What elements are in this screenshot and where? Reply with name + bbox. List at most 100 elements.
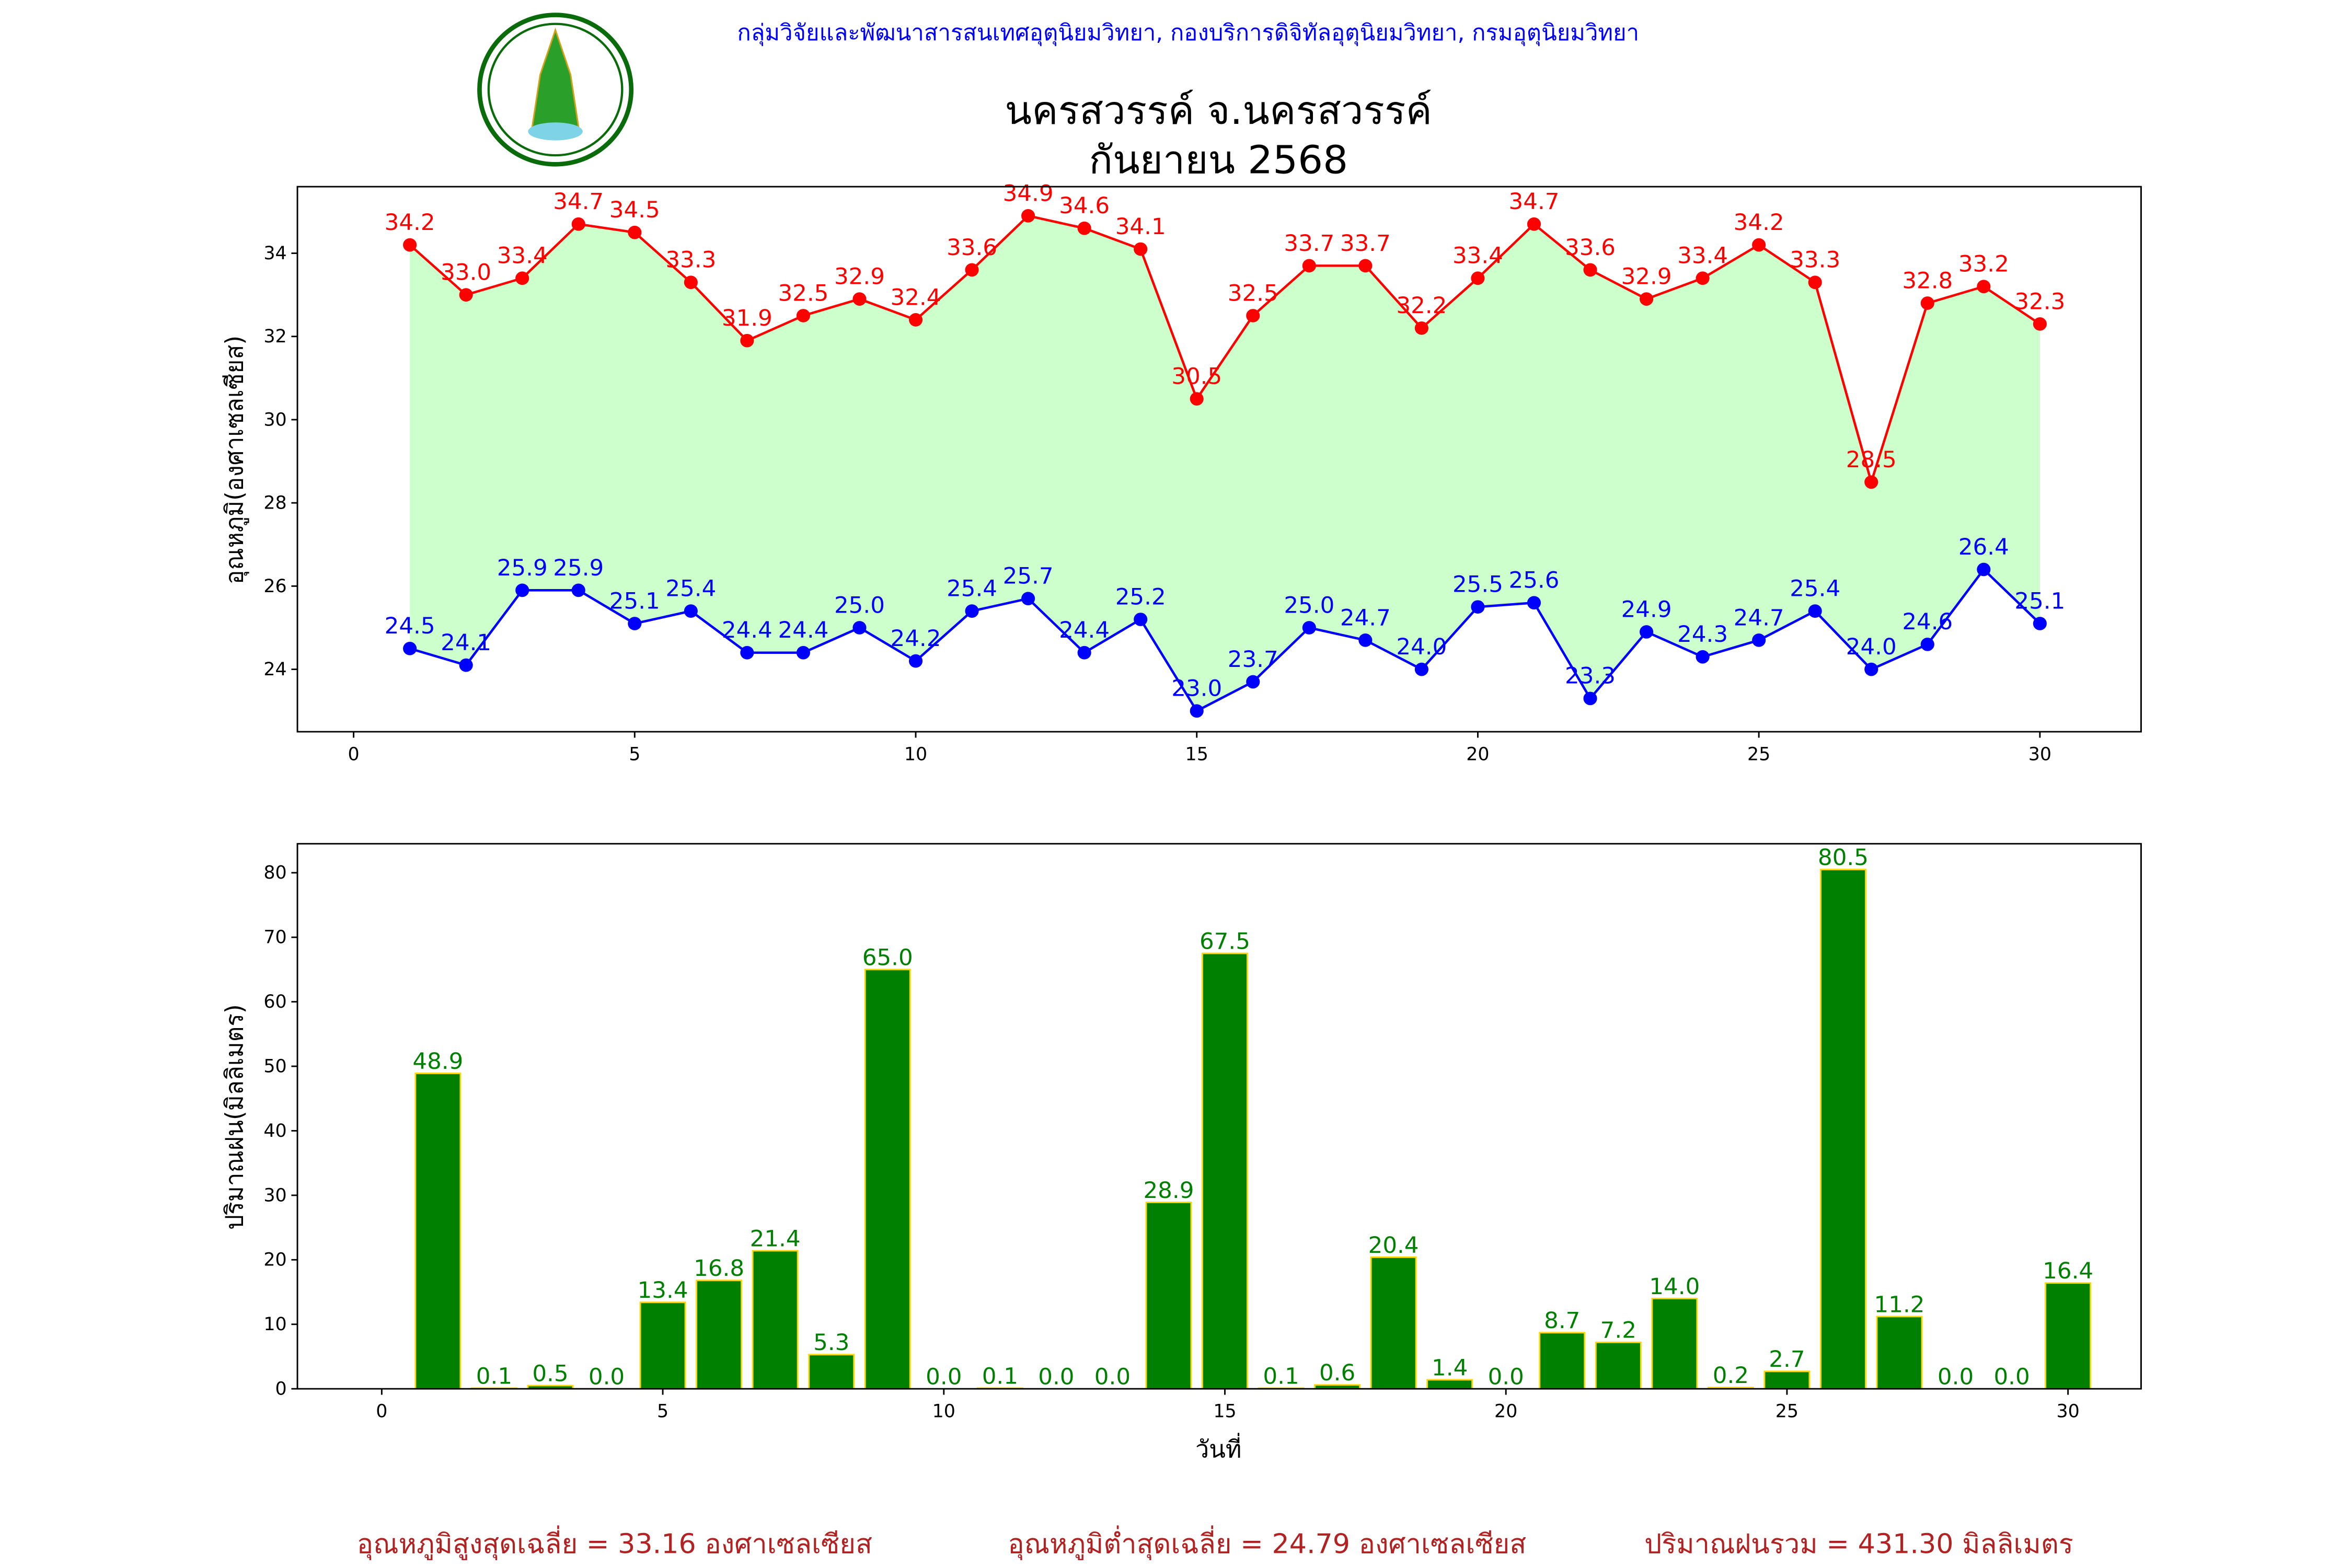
- max-temp-point: [515, 271, 529, 285]
- rain-bar-label: 8.7: [1544, 1308, 1580, 1334]
- rain-bar: [1820, 869, 1866, 1390]
- max-temp-label: 33.7: [1340, 230, 1391, 257]
- rain-bar-label: 20.4: [1368, 1232, 1419, 1259]
- plot-frame: [296, 843, 2142, 1390]
- min-temp-point: [684, 604, 698, 618]
- rain-bar-label: 0.0: [1993, 1364, 2030, 1390]
- rain-bar-label: 0.1: [982, 1364, 1018, 1390]
- rain-bar: [1370, 1256, 1417, 1390]
- y-tick-label: 40: [263, 1121, 286, 1142]
- min-temp-label: 24.7: [1734, 605, 1784, 631]
- footer-avg-max: อุณหภูมิสูงสุดเฉลี่ย = 33.16 องศาเซลเซีย…: [357, 1525, 872, 1560]
- max-temp-label: 33.3: [1790, 247, 1840, 273]
- temperature-chart: 0 5 10 15 20 25 3024262830323434.233.033.434.7…: [263, 181, 2142, 765]
- min-temp-point: [459, 658, 473, 672]
- rain-bar-label: 80.5: [1818, 845, 1869, 871]
- x-tick-label: 10: [904, 744, 927, 765]
- rain-bar-label: 0.2: [1713, 1363, 1749, 1389]
- max-temp-label: 32.2: [1396, 293, 1447, 319]
- min-temp-point: [1527, 596, 1541, 610]
- min-temp-label: 24.7: [1340, 605, 1391, 631]
- x-tick-label: 5: [629, 744, 640, 765]
- min-temp-label: 23.7: [1228, 647, 1278, 673]
- min-temp-label: 25.5: [1452, 572, 1503, 598]
- max-temp-label: 30.5: [1171, 364, 1222, 390]
- min-temp-label: 24.1: [441, 630, 491, 656]
- min-temp-label: 23.0: [1171, 676, 1222, 702]
- rain-bar-label: 5.3: [813, 1330, 849, 1356]
- max-temp-label: 32.9: [834, 264, 885, 290]
- min-temp-point: [515, 583, 529, 597]
- min-temp-point: [1920, 637, 1934, 651]
- min-temp-label: 25.1: [609, 589, 660, 615]
- min-temp-label: 24.2: [891, 626, 941, 652]
- min-temp-point: [1583, 691, 1597, 706]
- min-temp-point: [1302, 621, 1316, 635]
- x-tick-label: 30: [2028, 744, 2051, 765]
- chart-title-station: นครสวรรค์ จ.นครสวรรค์: [1005, 88, 1432, 133]
- y-tick-label: 50: [263, 1056, 286, 1077]
- rain-bar: [1876, 1316, 1923, 1390]
- min-temp-point: [1246, 675, 1260, 689]
- x-tick-label: 25: [1775, 1401, 1798, 1422]
- rain-bar-label: 14.0: [1649, 1274, 1700, 1300]
- rain-bar-label: 0.1: [1263, 1364, 1299, 1390]
- y-tick-label: 80: [263, 863, 286, 884]
- rain-bar: [808, 1354, 855, 1390]
- min-temp-point: [1077, 645, 1091, 660]
- max-temp-point: [1471, 271, 1485, 285]
- max-temp-label: 34.6: [1059, 193, 1110, 219]
- plot-frame: [296, 186, 2142, 733]
- max-temp-label: 33.3: [665, 247, 716, 273]
- max-temp-point: [965, 263, 979, 277]
- y-tick-label: 34: [263, 243, 286, 264]
- y-tick-label: 30: [263, 1185, 286, 1206]
- max-temp-point: [1302, 259, 1316, 273]
- rain-bar: [414, 1073, 462, 1390]
- footer-total-rain: ปริมาณฝนรวม = 431.30 มิลลิเมตร: [1644, 1529, 2073, 1560]
- rain-bar-label: 0.0: [1938, 1364, 1974, 1390]
- rain-bar-label: 48.9: [412, 1048, 463, 1075]
- max-temp-point: [1190, 392, 1204, 406]
- max-temp-label: 32.5: [1228, 281, 1278, 307]
- min-temp-label: 25.6: [1509, 568, 1560, 594]
- min-temp-label: 24.4: [778, 617, 828, 643]
- org-line: กลุ่มวิจัยและพัฒนาสารสนเทศอุตุนิยมวิทยา,…: [737, 20, 1639, 47]
- rain-bar: [752, 1250, 799, 1390]
- max-temp-label: 34.1: [1115, 214, 1166, 240]
- max-temp-label: 32.3: [2014, 289, 2065, 315]
- min-temp-label: 24.4: [1059, 617, 1110, 643]
- min-temp-label: 25.1: [2014, 589, 2065, 615]
- x-tick-label: 0: [348, 744, 359, 765]
- min-temp-label: 25.4: [947, 576, 997, 602]
- max-temp-label: 33.0: [441, 260, 491, 286]
- rain-bar: [1651, 1297, 1698, 1390]
- rain-bar: [1595, 1341, 1642, 1390]
- max-temp-point: [1920, 296, 1934, 310]
- min-temp-label: 24.0: [1846, 634, 1897, 660]
- rain-bar-label: 65.0: [862, 945, 913, 971]
- min-temp-point: [1471, 600, 1485, 614]
- max-temp-label: 32.8: [1902, 268, 1953, 294]
- max-temp-point: [1583, 263, 1597, 277]
- min-temp-point: [796, 645, 810, 660]
- temperature-range-fill: [410, 215, 2040, 711]
- rain-bar-label: 67.5: [1200, 929, 1250, 955]
- rain-bar: [2045, 1282, 2092, 1390]
- y-tick-label: 0: [275, 1379, 287, 1400]
- min-temp-label: 24.0: [1396, 634, 1447, 660]
- max-temp-point: [1977, 280, 1991, 294]
- y-tick-label: 28: [263, 493, 286, 514]
- max-temp-point: [1640, 292, 1654, 306]
- min-temp-label: 25.2: [1115, 584, 1166, 610]
- min-temp-point: [965, 604, 979, 618]
- min-temp-point: [403, 641, 417, 655]
- min-temp-label: 24.3: [1677, 621, 1728, 648]
- rain-bar-label: 21.4: [750, 1226, 801, 1252]
- x-tick-label: 0: [376, 1401, 387, 1422]
- min-temp-label: 24.9: [1621, 597, 1672, 623]
- min-temp-point: [740, 645, 754, 660]
- rain-bar-label: 16.8: [694, 1256, 744, 1282]
- max-temp-point: [1696, 271, 1710, 285]
